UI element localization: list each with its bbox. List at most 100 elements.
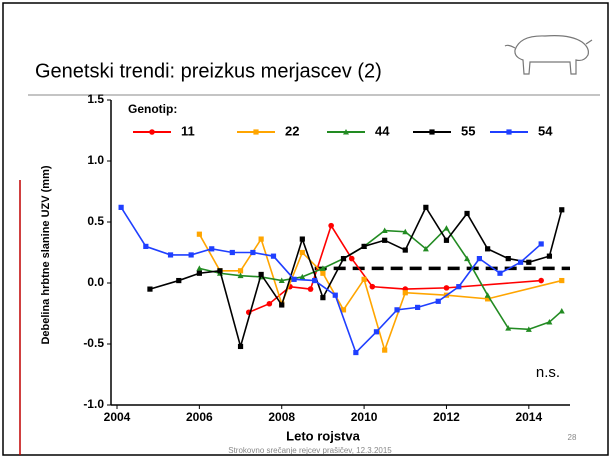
series-line	[198, 233, 562, 353]
point	[443, 225, 450, 231]
legend-marker	[343, 129, 349, 135]
point	[209, 246, 215, 252]
legend-label: 22	[285, 123, 299, 138]
page-number: 28	[568, 433, 577, 442]
point	[381, 227, 388, 234]
point	[361, 276, 367, 282]
legend-marker	[506, 129, 512, 135]
point	[312, 277, 318, 284]
legend-marker	[429, 129, 435, 135]
point	[538, 241, 544, 247]
annotation: n.s.	[536, 364, 560, 381]
point	[497, 270, 503, 276]
point	[525, 326, 532, 332]
legend-title: Genotip:	[128, 102, 177, 116]
y-axis-label: Debelina hrbtne slanine UZV (mm)	[40, 165, 52, 344]
slide-title: Genetski trendi: preizkus merjascev (2)	[35, 60, 382, 82]
point	[353, 349, 359, 356]
point	[485, 246, 491, 252]
x-tick-label: 2004	[104, 410, 131, 424]
point	[559, 207, 565, 213]
point	[546, 253, 553, 259]
y-tick-label: 1.5	[87, 92, 104, 106]
point	[299, 249, 305, 256]
chart: -1.0 -0.5 0.0 0.5 1.0 1.5 2004 2006 2008 2010 2012…	[40, 92, 570, 443]
point	[505, 256, 511, 262]
point	[266, 300, 273, 307]
point	[443, 285, 450, 291]
point	[332, 292, 338, 298]
point	[402, 228, 409, 235]
point	[382, 347, 388, 353]
x-tick-label: 2014	[515, 410, 542, 424]
point	[278, 277, 285, 284]
point	[373, 329, 380, 335]
point	[456, 284, 462, 290]
point	[320, 270, 326, 276]
point	[361, 243, 367, 249]
pig-icon	[504, 35, 593, 75]
legend-label: 54	[538, 123, 553, 138]
point	[340, 307, 347, 313]
point	[546, 319, 553, 325]
x-axis-label: Leto rojstva	[286, 428, 360, 443]
y-tick-label: 1.0	[87, 153, 104, 167]
point	[299, 273, 306, 280]
point	[319, 265, 326, 271]
point	[328, 222, 334, 229]
point	[188, 252, 194, 258]
point	[237, 272, 244, 279]
point	[415, 304, 421, 310]
point	[307, 286, 314, 292]
point	[340, 256, 347, 262]
point	[270, 253, 277, 259]
point	[279, 302, 285, 308]
point	[476, 256, 482, 262]
point	[435, 298, 441, 304]
point	[229, 249, 235, 256]
point	[118, 204, 124, 210]
x-tick-label: 2012	[433, 410, 460, 424]
point	[464, 255, 471, 262]
point	[485, 296, 491, 302]
point	[291, 276, 297, 282]
legend-label: 11	[181, 123, 195, 138]
point	[443, 237, 450, 243]
point	[559, 277, 565, 284]
point	[369, 283, 376, 290]
point	[517, 259, 524, 265]
point	[423, 204, 429, 210]
point	[250, 249, 256, 256]
x-tick-label: 2008	[268, 410, 295, 424]
x-tick-label: 2006	[186, 410, 213, 424]
legend-marker	[253, 129, 259, 135]
point	[394, 307, 400, 313]
point	[505, 325, 512, 331]
point	[176, 277, 182, 284]
point	[538, 277, 544, 284]
point	[558, 308, 565, 314]
point	[196, 265, 203, 271]
point	[422, 245, 429, 252]
point	[237, 343, 244, 350]
point	[320, 295, 326, 301]
legend-label: 55	[461, 123, 475, 138]
y-tick-label: 0.5	[87, 214, 104, 228]
y-tick-label: -0.5	[83, 336, 104, 350]
point	[299, 236, 305, 242]
point	[402, 290, 408, 296]
point	[258, 236, 264, 242]
point	[348, 255, 355, 262]
legend-marker	[149, 129, 155, 135]
point	[402, 247, 408, 253]
y-tick-label: 0.0	[87, 275, 104, 289]
point	[484, 292, 491, 298]
point	[464, 210, 470, 217]
point	[382, 237, 388, 243]
point	[237, 268, 244, 274]
legend-label: 44	[375, 123, 390, 138]
x-tick-label: 2010	[351, 410, 378, 424]
